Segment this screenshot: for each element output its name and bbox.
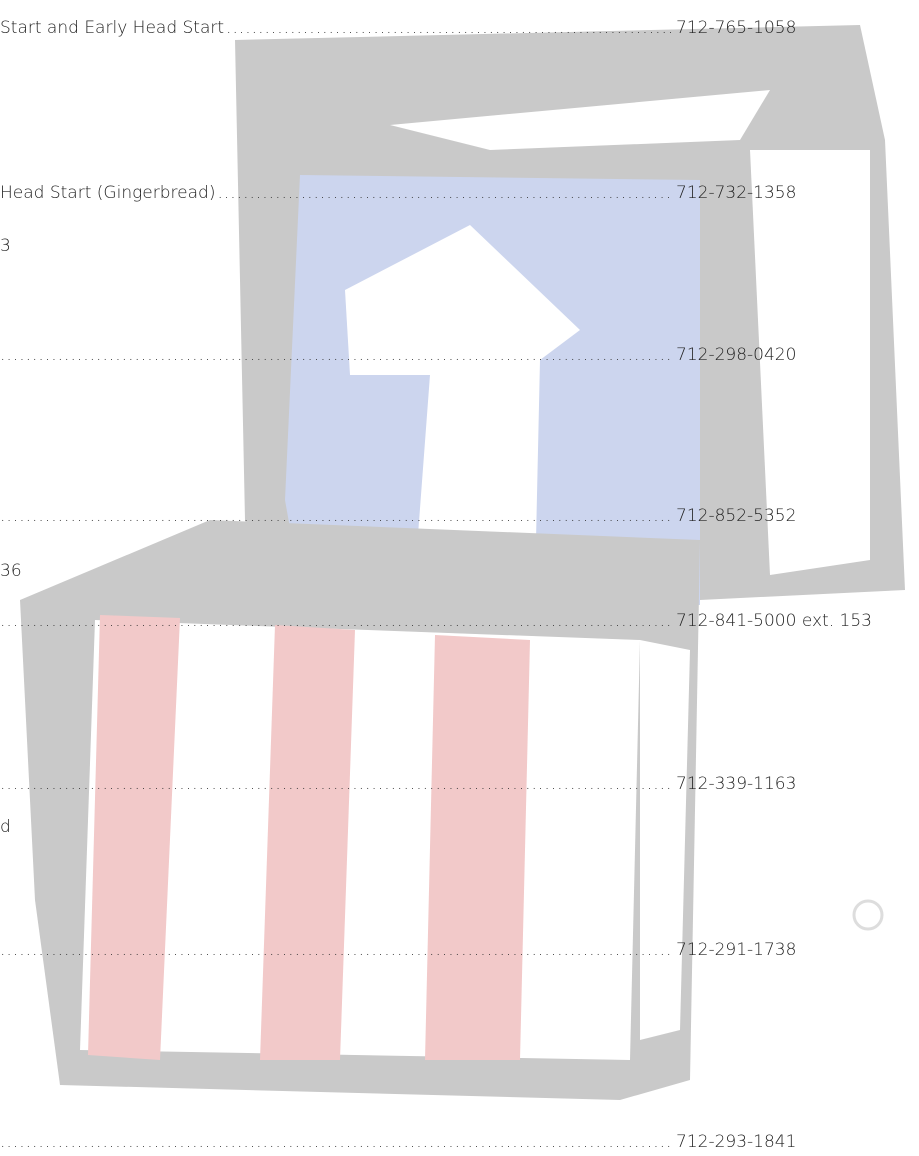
phone-number: 712-732-1358 (676, 183, 797, 203)
stripe (88, 615, 180, 1060)
entry: 3 (0, 236, 13, 260)
entry: Start and Early Head Start..............… (0, 18, 796, 42)
entry-label: 36 (0, 561, 22, 581)
phone-number: 712-765-1058 (676, 18, 797, 38)
entry: ........................................… (0, 506, 796, 530)
block-top (390, 90, 770, 150)
arrow (345, 225, 580, 585)
entry: 36 (0, 561, 24, 585)
phone-number: 712-298-0420 (676, 345, 797, 365)
entry-label: Head Start (Gingerbread) (0, 183, 216, 203)
entry: ........................................… (0, 1132, 796, 1156)
registered-mark (852, 899, 884, 931)
entry: ........................................… (0, 345, 796, 369)
entry: ........................................… (0, 774, 796, 798)
entry: ........................................… (0, 611, 872, 635)
dot-leader: ........................................… (0, 940, 674, 960)
phone-number: 712-293-1841 (676, 1132, 797, 1152)
entry-label: d (0, 817, 11, 837)
dot-leader: ........................................… (0, 345, 674, 365)
entry-label: Start and Early Head Start (0, 18, 225, 38)
dot-leader: ........................................… (0, 611, 674, 631)
entry: ........................................… (0, 940, 796, 964)
dot-leader: ........................................… (226, 18, 675, 38)
phone-number: 712-841-5000 ext. 153 (676, 611, 872, 631)
lower-side (640, 640, 690, 1040)
entry: Head Start (Gingerbread)................… (0, 183, 796, 207)
entry-label: 3 (0, 236, 11, 256)
dot-leader: ........................................… (0, 1132, 674, 1152)
entry: d (0, 817, 13, 841)
phone-number: 712-339-1163 (676, 774, 797, 794)
stripe (425, 635, 530, 1060)
phone-number: 712-291-1738 (676, 940, 797, 960)
stripe (260, 625, 355, 1060)
dot-leader: ........................................… (217, 183, 675, 203)
phone-number: 712-852-5352 (676, 506, 797, 526)
dot-leader: ........................................… (0, 774, 674, 794)
dot-leader: ........................................… (0, 506, 674, 526)
block-side (750, 150, 870, 575)
